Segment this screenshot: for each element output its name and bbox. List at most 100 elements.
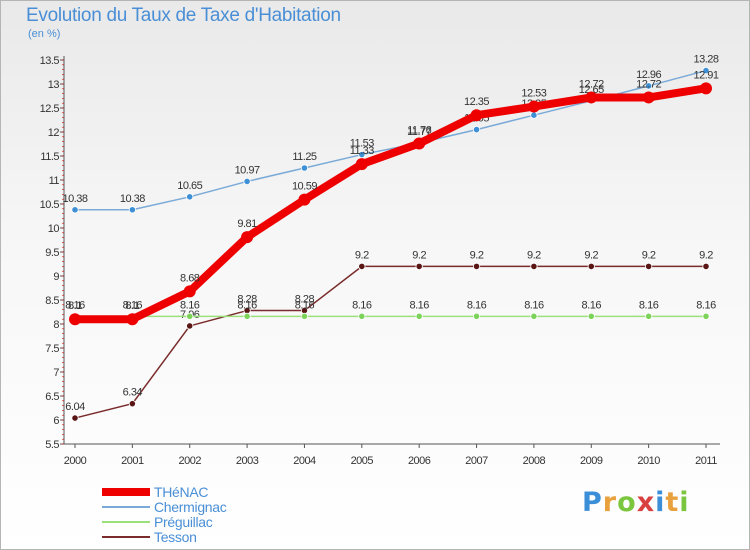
data-point (358, 150, 366, 159)
data-label: 9.2 (527, 249, 541, 261)
data-label: 10.65 (177, 180, 202, 192)
logo-letter: t (665, 487, 680, 518)
data-label: 11.33 (350, 145, 375, 157)
data-point (358, 312, 366, 320)
legend-swatch (102, 521, 150, 523)
data-point (530, 111, 538, 119)
data-label: 8.68 (180, 272, 200, 284)
data-point (358, 262, 366, 270)
data-label: 11.76 (407, 125, 432, 137)
data-label: 8.16 (409, 299, 429, 311)
proxiti-logo: Proxiti (582, 487, 690, 518)
y-tick-label: 12.5 (40, 103, 60, 115)
data-point (527, 100, 540, 113)
data-point (128, 400, 136, 408)
x-tick-label: 2001 (121, 455, 144, 467)
data-label: 6.34 (123, 387, 143, 399)
series-line (74, 265, 707, 419)
data-point (585, 91, 598, 104)
x-tick-label: 2002 (178, 455, 201, 467)
data-label: 9.2 (355, 249, 369, 261)
y-tick-label: 11 (49, 175, 60, 187)
legend-item: Préguillac (102, 514, 302, 530)
data-label: 12.35 (464, 96, 489, 108)
data-label: 11.25 (292, 151, 317, 163)
y-tick-label: 10 (48, 223, 60, 235)
data-point (186, 322, 194, 330)
y-tick-label: 6 (53, 415, 59, 427)
data-label: 8.28 (237, 294, 257, 306)
data-label: 8.16 (352, 299, 372, 311)
data-label: 12.91 (693, 69, 718, 81)
data-label: 9.81 (237, 218, 257, 230)
x-tick-label: 2010 (637, 455, 660, 467)
data-point (355, 158, 368, 171)
x-tick-label: 2009 (580, 455, 603, 467)
legend-label: Préguillac (154, 514, 213, 530)
data-label: 8.16 (65, 299, 85, 311)
legend-swatch (102, 536, 150, 538)
data-point (472, 126, 481, 134)
data-point (472, 262, 481, 270)
data-point (472, 312, 481, 320)
data-label: 11.77 (407, 126, 432, 138)
logo-letter: x (636, 487, 656, 518)
legend-item: Tesson (102, 529, 302, 545)
x-tick-label: 2004 (293, 455, 316, 467)
data-label: 9.2 (699, 249, 713, 261)
data-point (587, 262, 595, 270)
data-point (702, 312, 710, 320)
data-point (243, 177, 251, 186)
data-point (645, 262, 653, 270)
data-point (645, 312, 653, 320)
data-label: 12.96 (636, 69, 661, 81)
data-point (243, 312, 251, 320)
y-tick-label: 11.5 (40, 151, 59, 163)
data-point (241, 231, 254, 244)
series-line (71, 84, 710, 324)
logo-letter: P (582, 487, 603, 518)
y-tick-label: 8.5 (45, 295, 59, 307)
data-point (71, 206, 79, 214)
data-point (300, 312, 309, 320)
data-point (702, 66, 710, 75)
y-tick-label: 7.5 (45, 343, 59, 355)
logo-letter: i (655, 487, 666, 518)
y-tick-label: 9.5 (45, 247, 59, 259)
data-point (700, 82, 712, 95)
legend-item: THéNAC (102, 484, 302, 500)
data-label: 10.38 (62, 193, 87, 205)
series-line (74, 69, 707, 211)
x-tick-label: 2003 (236, 455, 259, 467)
legend-swatch (102, 488, 150, 496)
y-tick-label: 10.5 (40, 199, 60, 211)
data-point (128, 206, 136, 214)
x-tick-label: 2011 (695, 455, 717, 467)
y-tick-label: 8 (53, 319, 59, 331)
data-label: 8.16 (180, 299, 200, 311)
y-tick-label: 13 (48, 79, 60, 91)
data-point (186, 312, 194, 320)
data-label: 13.28 (693, 54, 718, 66)
y-tick-label: 6.5 (45, 391, 59, 403)
chart-unit-label: (en %) (28, 28, 61, 40)
data-point (186, 193, 194, 201)
data-label: 10.97 (235, 164, 260, 176)
data-point (126, 313, 139, 326)
data-point (415, 262, 423, 270)
legend-item: Chermignac (102, 499, 302, 515)
x-tick-label: 2000 (64, 455, 87, 467)
logo-letter: o (617, 487, 637, 518)
data-label: 9.2 (470, 249, 484, 261)
logo-letter: r (602, 487, 618, 518)
x-tick-label: 2005 (351, 455, 374, 467)
data-point (530, 262, 538, 270)
data-label: 12.65 (579, 84, 604, 96)
data-label: 8.28 (295, 294, 315, 306)
data-point (71, 414, 79, 422)
data-point (470, 109, 483, 122)
data-label: 10.38 (120, 193, 145, 205)
data-label: 8.16 (237, 299, 257, 311)
legend-swatch (102, 506, 150, 508)
y-tick-label: 9 (53, 271, 59, 283)
